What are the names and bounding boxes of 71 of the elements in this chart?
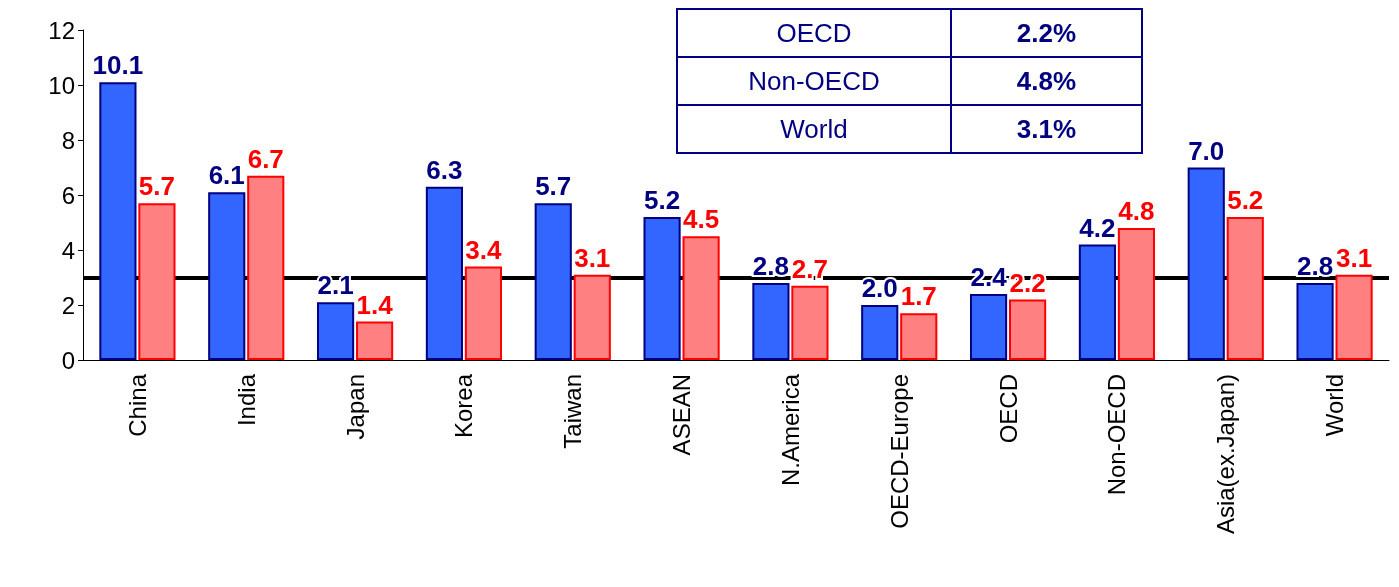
data-label: 2.8 (752, 251, 789, 281)
data-label: 3.1 (574, 242, 611, 273)
data-label: 4.8 (1118, 196, 1155, 226)
x-tick-label: OECD (994, 374, 1022, 444)
bar (208, 192, 246, 360)
data-label: 10.1 (92, 50, 144, 81)
bar (1187, 167, 1225, 360)
data-label: 6.1 (208, 160, 245, 191)
bar (1296, 283, 1334, 360)
y-tick-label: 6 (61, 181, 75, 209)
bar (1009, 299, 1047, 360)
data-label: 2.7 (791, 253, 829, 284)
x-tick-label: N.America (776, 373, 804, 487)
bar (1226, 217, 1264, 360)
data-label: 3.1 (1336, 242, 1373, 273)
data-label: 6.3 (426, 154, 463, 185)
bar (138, 203, 176, 360)
bar (969, 294, 1008, 360)
y-tick-label: 12 (48, 16, 75, 44)
bar (573, 274, 611, 360)
bar (1117, 228, 1156, 360)
bar (99, 82, 137, 360)
x-tick-label: Korea (450, 373, 478, 439)
x-tick-label: Japan (341, 374, 369, 440)
bar (861, 305, 899, 360)
bar (316, 302, 355, 360)
bar (643, 217, 681, 360)
annotation: 3.1% (951, 105, 1142, 153)
x-tick-label: Non-OECD (1103, 374, 1131, 496)
annotation: 4.8% (951, 57, 1142, 105)
x-tick-label: Taiwan (559, 374, 587, 449)
bar (791, 285, 829, 360)
y-tick-label: 4 (61, 236, 75, 264)
y-tick-label: 2 (61, 291, 75, 319)
data-label: 4.2 (1079, 212, 1116, 243)
annotation: 2.2% (951, 9, 1142, 57)
data-label: 5.7 (138, 171, 176, 202)
x-tick-label: OECD-Europe (885, 374, 913, 529)
data-label: 2.1 (317, 270, 354, 301)
annotation: OECD (677, 9, 951, 57)
data-label: 6.7 (247, 143, 284, 174)
data-label: 2.8 (1296, 251, 1334, 281)
bar (752, 283, 790, 360)
y-tick-label: 10 (48, 71, 75, 99)
y-tick-label: 8 (61, 126, 75, 154)
data-label: 5.7 (535, 171, 572, 202)
bar (900, 313, 938, 360)
x-tick-label: China (123, 373, 151, 437)
x-tick-label: India (232, 373, 260, 427)
data-label: 2.0 (861, 273, 898, 303)
bar (425, 186, 463, 360)
bar (534, 203, 572, 360)
bar (247, 175, 285, 360)
x-tick-label: ASEAN (668, 374, 696, 456)
data-label: 1.7 (900, 281, 937, 312)
bar (1078, 244, 1116, 360)
bar (1335, 274, 1373, 360)
data-label: 3.4 (465, 234, 503, 265)
bar (464, 266, 503, 360)
bar (356, 321, 394, 360)
data-label: 5.2 (643, 185, 681, 215)
data-label: 4.5 (683, 204, 720, 235)
data-label: 5.2 (1227, 185, 1264, 215)
annotation: Non-OECD (677, 57, 951, 105)
annotation: World (677, 105, 951, 153)
data-label: 7.0 (1188, 135, 1225, 166)
x-tick-label: Asia(ex.Japan) (1212, 374, 1240, 535)
y-tick-label: 0 (61, 346, 75, 374)
bar (682, 236, 720, 360)
data-label: 1.4 (356, 289, 394, 320)
x-tick-label: World (1321, 374, 1349, 437)
